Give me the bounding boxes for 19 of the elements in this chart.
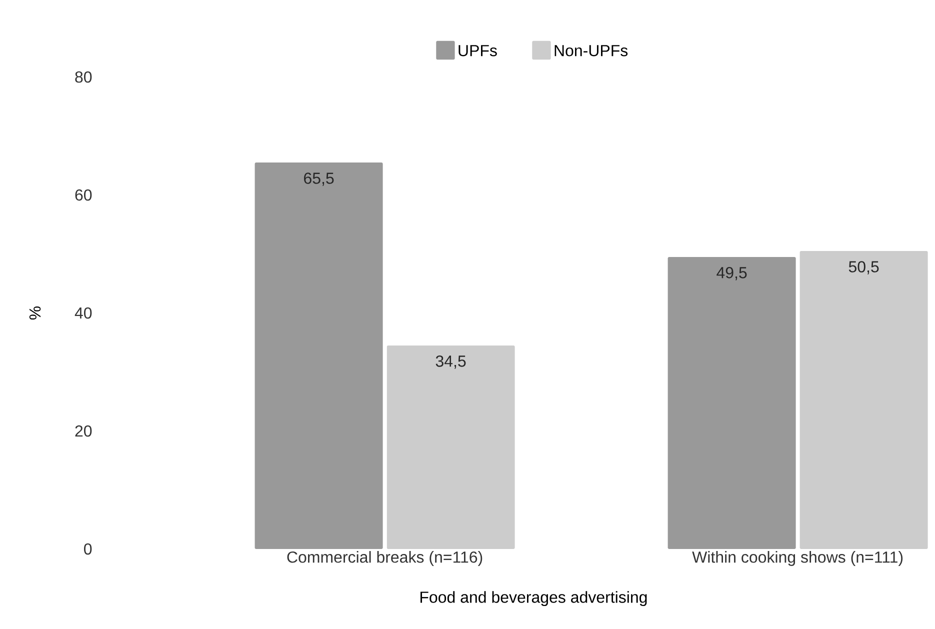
data-label: 65,5 <box>304 172 334 186</box>
y-tick-label: 20 <box>75 425 92 437</box>
bar <box>800 251 928 549</box>
data-label: 49,5 <box>716 267 747 280</box>
x-axis-title: Food and beverages advertising <box>420 591 647 606</box>
y-axis-title: % <box>29 306 41 320</box>
data-label: 34,5 <box>436 356 466 369</box>
data-label: 50,5 <box>848 261 879 274</box>
bar <box>254 162 383 549</box>
bar <box>386 345 515 549</box>
legend-label: UPFs <box>458 45 497 56</box>
y-tick-label: 80 <box>75 71 92 83</box>
legend-label: Non-UPFs <box>554 45 628 56</box>
x-tick-label: Commercial breaks (n=116) <box>287 551 482 566</box>
y-tick-label: 40 <box>74 307 92 319</box>
bar <box>668 256 796 549</box>
y-tick-label: 0 <box>84 543 92 555</box>
x-tick-label: Within cooking shows (n=111) <box>692 551 903 566</box>
y-tick-label: 60 <box>75 189 92 201</box>
